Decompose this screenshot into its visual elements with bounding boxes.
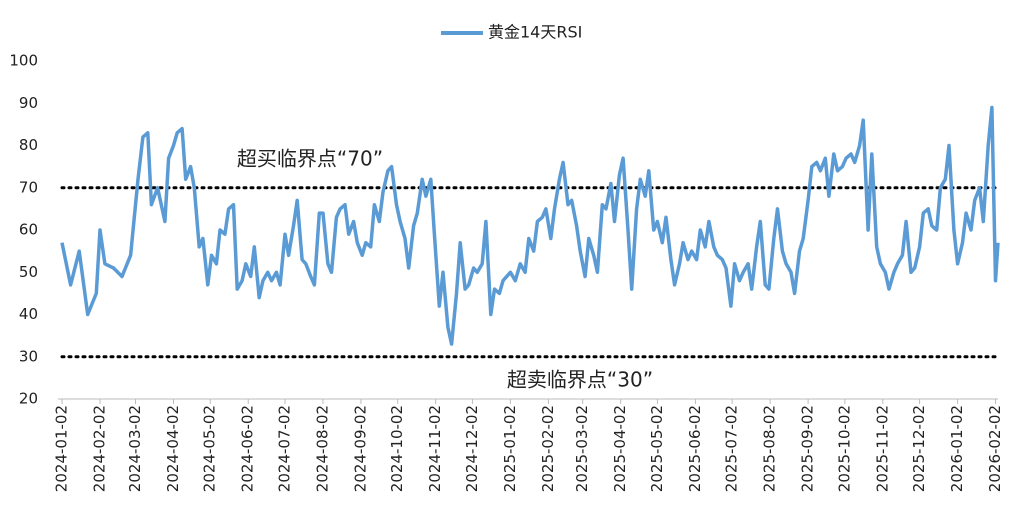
x-tick-label: 2025-01-02 xyxy=(501,405,519,492)
x-tick-label: 2024-11-02 xyxy=(426,405,444,492)
x-tick-label: 2025-05-02 xyxy=(648,405,666,492)
rsi-line xyxy=(60,105,1000,346)
x-tick-label: 2024-05-02 xyxy=(201,405,219,492)
x-tick-label: 2024-12-02 xyxy=(463,405,481,492)
x-tick-label: 2025-06-02 xyxy=(686,405,704,492)
x-tick-label: 2024-01-02 xyxy=(53,405,71,492)
y-tick-label: 50 xyxy=(19,263,38,281)
x-tick-label: 2024-02-02 xyxy=(90,405,108,492)
x-tick-label: 2026-01-02 xyxy=(948,405,966,492)
x-tick-label: 2024-07-02 xyxy=(275,405,293,492)
y-tick-label: 70 xyxy=(19,178,38,196)
x-tick-label: 2024-10-02 xyxy=(388,405,406,492)
y-tick-label: 30 xyxy=(19,347,38,365)
reference-label: 超卖临界点“30” xyxy=(507,367,653,391)
x-tick-label: 2025-10-02 xyxy=(835,405,853,492)
y-tick-label: 80 xyxy=(19,136,38,154)
y-tick-label: 20 xyxy=(19,390,38,408)
x-tick-label: 2024-09-02 xyxy=(351,405,369,492)
x-tick-label: 2024-06-02 xyxy=(239,405,257,492)
x-tick-label: 2025-12-02 xyxy=(910,405,928,492)
x-tick-label: 2025-08-02 xyxy=(761,405,779,492)
y-tick-label: 100 xyxy=(9,52,38,70)
reference-label: 超买临界点“70” xyxy=(237,146,383,170)
x-tick-label: 2025-04-02 xyxy=(611,405,629,492)
y-tick-label: 40 xyxy=(19,305,38,323)
x-tick-label: 2025-02-02 xyxy=(539,405,557,492)
x-tick-label: 2025-03-02 xyxy=(573,405,591,492)
y-tick-label: 60 xyxy=(19,221,38,239)
x-tick-label: 2024-04-02 xyxy=(164,405,182,492)
y-tick-label: 90 xyxy=(19,94,38,112)
x-tick-label: 2025-07-02 xyxy=(723,405,741,492)
x-tick-label: 2025-09-02 xyxy=(799,405,817,492)
x-tick-label: 2024-08-02 xyxy=(313,405,331,492)
x-tick-label: 2024-03-02 xyxy=(126,405,144,492)
x-tick-label: 2025-11-02 xyxy=(873,405,891,492)
x-tick-label: 2026-02-02 xyxy=(986,405,1004,492)
legend-label: 黄金14天RSI xyxy=(488,23,582,42)
